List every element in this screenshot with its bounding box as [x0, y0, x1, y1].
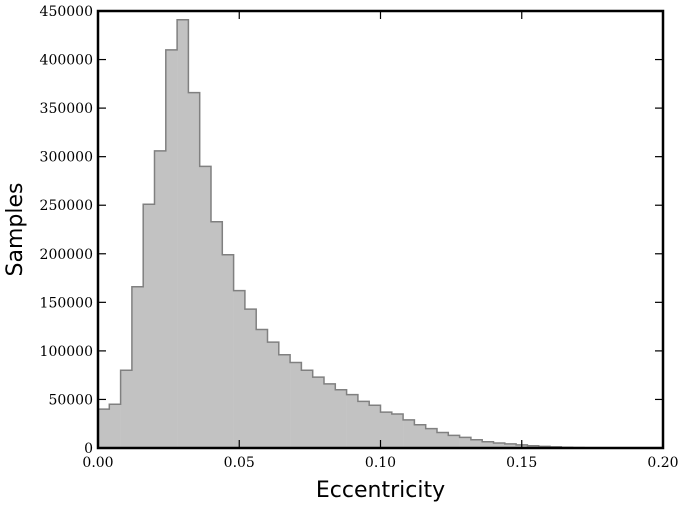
histogram-bars	[98, 19, 664, 449]
x-axis-label: Eccentricity	[316, 478, 445, 503]
histogram-bar	[380, 412, 393, 448]
histogram-bar	[199, 166, 212, 448]
histogram-bar	[312, 377, 325, 448]
x-tick-label: 0.05	[224, 455, 255, 471]
histogram-bar	[504, 443, 517, 448]
y-tick-label: 200000	[40, 247, 93, 263]
x-tick-label: 0.00	[82, 455, 113, 471]
histogram-bar	[493, 442, 506, 448]
y-tick-label: 350000	[40, 101, 93, 117]
histogram-bar	[470, 439, 483, 448]
y-tick-label: 150000	[40, 295, 93, 311]
histogram-bar	[165, 49, 178, 448]
histogram-bar	[120, 370, 133, 448]
histogram-bar	[335, 389, 347, 448]
y-tick-labels: 0 50000 100000 150000 200000 250000 300000 3500…	[40, 4, 93, 457]
histogram-bar	[222, 254, 234, 448]
y-tick-label: 450000	[40, 4, 93, 20]
histogram-bar	[278, 354, 291, 448]
y-tick-label: 100000	[40, 344, 93, 360]
histogram-bar	[403, 419, 415, 448]
histogram-bar	[256, 329, 268, 448]
histogram-bar	[301, 370, 313, 448]
x-tick-labels: 0.00 0.05 0.10 0.15 0.20	[82, 455, 678, 471]
x-tick-label: 0.15	[506, 455, 537, 471]
histogram-bar	[414, 424, 426, 448]
histogram-bar	[459, 437, 472, 448]
y-axis-label: Samples	[3, 183, 28, 277]
histogram-bar	[244, 309, 257, 448]
histogram-bar	[346, 394, 359, 448]
histogram-bar	[188, 92, 200, 448]
histogram-bar	[98, 409, 110, 448]
histogram-bar	[290, 362, 302, 448]
y-tick-label: 50000	[48, 392, 93, 408]
histogram-bar	[448, 435, 460, 448]
histogram-bar	[425, 428, 438, 448]
y-tick-label: 0	[84, 441, 93, 457]
histogram-bar	[369, 405, 381, 448]
histogram-bar	[267, 342, 280, 448]
histogram-bar	[324, 383, 336, 448]
histogram-bar	[391, 414, 404, 448]
histogram-bar	[109, 404, 121, 448]
y-tick-label: 300000	[40, 150, 93, 166]
histogram-bar	[154, 150, 167, 448]
histogram-bar	[437, 432, 449, 448]
histogram-bar	[482, 441, 494, 448]
y-tick-label: 250000	[40, 198, 93, 214]
histogram-bar	[357, 401, 370, 448]
histogram-bar	[177, 19, 189, 449]
histogram-bar	[233, 290, 246, 448]
x-tick-label: 0.20	[647, 455, 678, 471]
y-tick-label: 400000	[40, 53, 93, 69]
histogram-bar	[131, 286, 144, 448]
x-tick-label: 0.10	[365, 455, 396, 471]
histogram-bar	[143, 204, 155, 448]
axis-ticks	[97, 10, 664, 449]
histogram-bar	[211, 221, 223, 448]
